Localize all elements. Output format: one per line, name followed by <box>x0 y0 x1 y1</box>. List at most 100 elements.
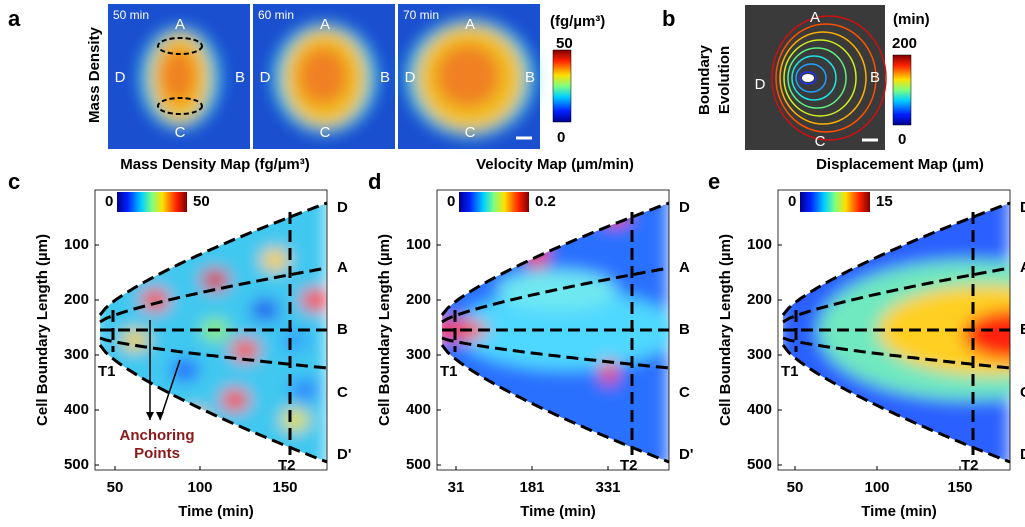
marker-label: T1 <box>98 363 116 380</box>
x-tick-label: 150 <box>947 479 972 496</box>
point-label: D <box>755 76 766 93</box>
boundary-line <box>782 266 1011 324</box>
y-tick-label: 200 <box>64 291 89 308</box>
boundary-label: D' <box>1020 446 1025 463</box>
y-tick-label: 100 <box>406 236 431 253</box>
heatmap-blob <box>281 329 309 351</box>
boundary-label: A <box>337 259 348 276</box>
boundary-line <box>440 201 670 316</box>
colorbar-unit: (min) <box>893 11 930 28</box>
point-label: C <box>320 124 331 141</box>
heatmap-blob <box>261 249 289 271</box>
plot-frame <box>436 189 670 471</box>
colorbar-min: 0 <box>105 193 113 210</box>
heatmap-blob <box>251 299 279 321</box>
contour <box>791 55 837 101</box>
y-tick-label: 300 <box>747 346 772 363</box>
colorbar-min: 0 <box>447 193 455 210</box>
colorbar <box>117 192 187 212</box>
y-label: Cell Boundary Length (µm) <box>376 234 393 426</box>
contour <box>799 71 817 85</box>
point-label: B <box>870 69 880 86</box>
x-tick-label: 50 <box>107 479 124 496</box>
y-tick-label: 400 <box>64 401 89 418</box>
colorbar-min: 0 <box>557 129 565 146</box>
marker-label: T2 <box>620 457 638 474</box>
y-tick-label: 500 <box>747 456 772 473</box>
point-label: C <box>815 133 826 150</box>
panel-title: Displacement Map (µm) <box>816 156 984 173</box>
colorbar <box>552 49 572 123</box>
heatmap-blob <box>601 205 629 225</box>
x-tick-label: 331 <box>595 479 620 496</box>
contour <box>775 23 877 133</box>
heatmap-blob <box>442 320 487 340</box>
marker-label: T2 <box>278 457 296 474</box>
x-label: Time (min) <box>520 503 596 520</box>
panel-label: d <box>368 169 381 194</box>
boundary-label: D <box>1020 199 1025 216</box>
panel-label: b <box>662 6 675 31</box>
panel-label: a <box>8 6 21 31</box>
boundary-label: C <box>1020 384 1025 401</box>
anchor-outline <box>157 97 203 115</box>
marker-label: T1 <box>440 363 458 380</box>
colorbar-max: 15 <box>876 193 893 210</box>
contour <box>779 31 867 125</box>
point-label: A <box>465 16 475 33</box>
boundary-label: C <box>337 384 348 401</box>
annotation: Points <box>134 445 180 462</box>
heatmap-blob <box>221 389 249 411</box>
point-label: C <box>465 124 476 141</box>
colorbar-max: 50 <box>193 193 210 210</box>
y-tick-label: 300 <box>406 346 431 363</box>
heatmap-blob <box>231 339 259 361</box>
x-label: Time (min) <box>178 503 254 520</box>
y-tick-label: 100 <box>64 236 89 253</box>
x-label: Time (min) <box>861 503 937 520</box>
contour <box>783 39 857 117</box>
cell-body <box>435 44 501 108</box>
x-tick-label: 100 <box>187 479 212 496</box>
colorbar <box>800 192 870 212</box>
boundary-label: D <box>337 199 348 216</box>
cell <box>273 23 377 133</box>
colorbar-max: 200 <box>892 35 917 52</box>
point-label: B <box>525 69 535 86</box>
point-label: D <box>260 69 271 86</box>
boundary-label: B <box>337 321 348 338</box>
heatmap-blob <box>527 230 547 270</box>
heatmap-blob <box>201 269 229 291</box>
heatmap-blob <box>301 289 327 311</box>
heatmap-blob <box>141 289 169 311</box>
boundary-label: B <box>1020 321 1025 338</box>
y-tick-label: 400 <box>747 401 772 418</box>
point-label: B <box>235 69 245 86</box>
y-tick-label: 200 <box>747 291 772 308</box>
y-tick-label: 500 <box>64 456 89 473</box>
x-tick-label: 100 <box>864 479 889 496</box>
boundary-line <box>98 201 328 316</box>
boundary-label: A <box>679 259 690 276</box>
frame-time: 60 min <box>258 8 294 22</box>
colorbar-min: 0 <box>788 193 796 210</box>
marker-label: T2 <box>961 457 979 474</box>
point-label: A <box>810 9 820 26</box>
colorbar-unit: (fg/µm³) <box>550 13 605 30</box>
heatmap-blob <box>601 360 617 384</box>
panel-title: Velocity Map (µm/min) <box>476 156 634 173</box>
x-tick-label: 181 <box>519 479 544 496</box>
y-tick-label: 200 <box>406 291 431 308</box>
frame-time: 70 min <box>403 8 439 22</box>
contour <box>795 63 827 93</box>
heatmap-blob <box>281 409 309 431</box>
marker-label: T1 <box>781 363 799 380</box>
boundary-line <box>99 266 328 324</box>
y-tick-label: 500 <box>406 456 431 473</box>
y-tick-label: 400 <box>406 401 431 418</box>
point-label: B <box>380 69 390 86</box>
boundary-label: D' <box>337 446 351 463</box>
evolution-image <box>745 5 885 150</box>
heatmap-blob <box>457 290 669 370</box>
